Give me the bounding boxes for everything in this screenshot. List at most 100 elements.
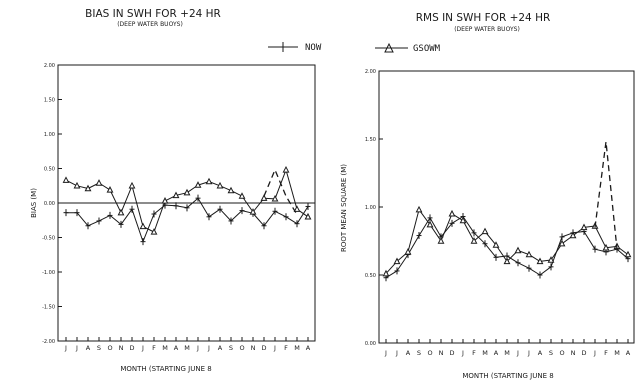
data-point-now [559,233,565,241]
data-point-gsowm [470,237,478,244]
x-tick-label: N [571,349,576,357]
x-tick-label: J [384,349,387,357]
x-tick-label: A [406,349,411,357]
x-tick-label: N [251,344,256,352]
data-point-gsowm [106,186,114,193]
chart-bias-panel: BIAS IN SWH FOR +24 HR (DEEP WATER BUOYS… [30,8,316,373]
data-point-now [416,232,422,240]
y-tick-label: 1.00 [44,132,55,138]
data-point-now [184,204,190,212]
x-axis-label: MONTH (STARTING JUNE 8 [120,365,211,373]
x-tick-label: M [184,344,190,352]
x-tick-label: S [417,349,421,357]
data-point-gsowm [62,176,70,183]
data-point-now [228,217,234,225]
data-point-now [85,222,91,230]
data-point-gsowm [95,179,103,186]
data-point-gsowm [161,197,169,204]
data-point-gsowm [194,181,202,188]
x-tick-label: F [284,344,288,352]
data-point-gsowm [426,220,434,228]
x-tick-label: F [472,349,476,357]
chart-subtitle: (DEEP WATER BUOYS) [117,21,183,28]
y-tick-label: -2.00 [42,339,55,345]
data-point-gsowm [271,194,279,202]
data-point-now [305,202,311,210]
data-point-now [96,217,102,225]
x-tick-label: D [129,344,134,352]
data-point-now [548,263,554,271]
data-point-now [261,222,267,230]
data-point-now [482,240,488,248]
x-tick-label: N [439,349,444,357]
x-tick-label: D [261,344,266,352]
chart-subtitle: (DEEP WATER BUOYS) [454,26,520,33]
data-point-gsowm [492,241,500,248]
x-tick-label: J [196,344,199,352]
data-point-now [526,264,532,272]
data-point-gsowm [580,223,588,231]
x-tick-label: J [516,349,519,357]
y-tick-label: 0.00 [365,341,376,347]
data-point-now [118,220,124,228]
y-tick-label: 1.50 [44,98,55,104]
data-point-now [427,214,433,222]
data-point-gsowm [547,256,555,263]
data-point-gsowm [260,194,268,201]
x-tick-label: O [427,349,432,357]
x-tick-label: A [86,344,91,352]
chart-rms-panel: RMS IN SWH FOR +24 HR (DEEP WATER BUOYS)… [340,12,635,380]
x-tick-label: J [461,349,464,357]
x-tick-label: A [626,349,631,357]
legend-label-gsowm: GSOWM [413,44,441,54]
data-point-now [294,220,300,228]
data-point-gsowm [84,184,92,192]
data-point-gsowm [216,181,224,189]
x-tick-label: J [64,344,67,352]
series-line-gsowm [65,169,309,233]
data-point-gsowm [525,250,533,258]
y-tick-label: 0.00 [44,201,55,207]
x-axis-label: MONTH (STARTING JUNE 8 [462,372,553,380]
x-tick-label: S [549,349,553,357]
y-tick-label: -1.00 [42,270,55,276]
y-tick-label: 1.00 [365,205,376,211]
data-point-now [239,207,245,215]
x-tick-label: M [614,349,620,357]
legend-gsowm-marker [375,42,408,53]
x-tick-label: M [294,344,300,352]
data-point-gsowm [249,208,257,215]
y-tick-label: 2.00 [44,63,55,69]
series-line-now [385,216,629,279]
data-point-now [493,253,499,261]
x-tick-label: O [107,344,112,352]
data-point-gsowm [558,239,566,247]
x-tick-label: A [218,344,223,352]
data-point-now [272,207,278,215]
x-tick-label: O [559,349,564,357]
y-tick-label: -0.50 [42,236,55,242]
chart-title: RMS IN SWH FOR +24 HR [416,12,551,24]
data-point-now [449,219,455,227]
data-point-gsowm [437,237,445,244]
x-tick-label: J [207,344,210,352]
data-point-gsowm [602,243,610,251]
x-tick-label: D [449,349,454,357]
x-tick-label: J [75,344,78,352]
x-tick-label: D [581,349,586,357]
data-point-gsowm [448,209,456,217]
x-tick-label: M [504,349,510,357]
data-point-gsowm [404,247,412,255]
data-point-now [515,259,521,267]
y-tick-label: 0.50 [365,273,376,279]
x-tick-label: M [482,349,488,357]
legend-now-marker [268,42,298,52]
data-point-gsowm [73,181,81,189]
data-point-now [173,202,179,210]
data-point-gsowm [481,227,489,235]
x-tick-label: A [174,344,179,352]
x-tick-label: F [152,344,156,352]
y-tick-label: -1.50 [42,305,55,311]
x-tick-label: S [229,344,233,352]
